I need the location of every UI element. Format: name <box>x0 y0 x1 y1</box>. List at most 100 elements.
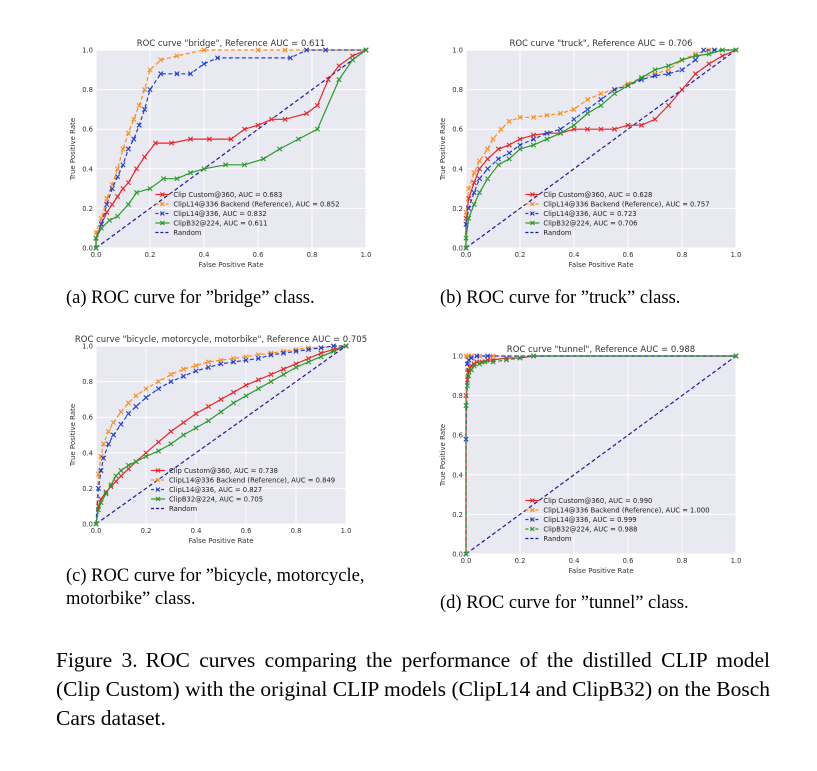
data-point-marker <box>517 355 523 361</box>
data-point-marker <box>168 379 174 385</box>
data-point-marker <box>193 425 199 431</box>
data-point-marker <box>349 57 356 63</box>
legend-label: ClipL14@336 Backend (Reference), AUC = 0… <box>169 477 335 485</box>
y-tick-label: 1.0 <box>82 343 93 351</box>
data-point-marker <box>133 189 140 196</box>
data-point-marker <box>218 409 224 415</box>
series-random <box>465 355 737 555</box>
data-point-marker <box>692 53 699 59</box>
data-point-marker <box>241 126 248 132</box>
data-point-marker <box>471 189 477 196</box>
data-point-marker <box>652 73 658 79</box>
y-tick-label: 0.8 <box>452 86 463 94</box>
data-point-marker <box>498 126 504 132</box>
legend-label: ClipB32@224, AUC = 0.706 <box>543 220 637 228</box>
y-tick-label: 0.6 <box>452 432 463 440</box>
data-point-marker <box>125 146 131 152</box>
legend: Clip Custom@360, AUC = 0.628 ClipL14@336 … <box>525 191 710 237</box>
data-point-marker <box>490 136 496 142</box>
data-point-marker <box>517 142 523 148</box>
legend-marker <box>155 487 161 492</box>
data-point-marker <box>471 170 477 176</box>
data-point-marker <box>243 382 249 388</box>
data-point-marker <box>463 245 469 251</box>
x-tick-label: 0.4 <box>199 251 210 259</box>
legend: Clip Custom@360, AUC = 0.738 ClipL14@336 … <box>151 467 335 513</box>
roc-chart-tunnel: 0.0 0.2 0.4 0.6 0.8 1.0 0.0 0.2 0.4 0.6 0.8 1.0 ROC … <box>439 345 741 575</box>
data-point-marker <box>701 47 707 53</box>
data-point-marker <box>218 396 224 402</box>
data-point-marker <box>133 459 139 465</box>
data-point-marker <box>544 136 550 142</box>
data-point-marker <box>571 126 577 132</box>
legend-label: ClipB32@224, AUC = 0.611 <box>173 220 267 228</box>
legend-label: Clip Custom@360, AUC = 0.738 <box>169 467 278 475</box>
data-point-marker <box>530 114 537 120</box>
data-point-marker <box>255 377 262 383</box>
figure-caption: Figure 3. ROC curves comparing the perfor… <box>56 646 770 733</box>
data-point-marker <box>557 126 564 132</box>
data-point-marker <box>598 102 604 109</box>
data-point-marker <box>205 418 212 424</box>
data-point-marker <box>241 162 248 168</box>
data-point-marker <box>476 361 483 367</box>
data-point-marker <box>495 146 501 152</box>
data-point-marker <box>93 521 99 527</box>
data-point-marker <box>293 348 299 354</box>
data-point-marker <box>517 146 523 152</box>
x-tick-label: 0.4 <box>569 557 580 565</box>
data-point-marker <box>174 176 180 182</box>
data-point-marker <box>180 432 187 438</box>
data-point-marker <box>155 448 162 454</box>
data-point-marker <box>468 355 474 361</box>
data-point-marker <box>168 428 174 435</box>
data-point-marker <box>363 47 369 53</box>
data-point-marker <box>243 357 249 363</box>
plot-area <box>466 50 736 248</box>
data-point-marker <box>104 195 110 202</box>
data-point-marker <box>113 473 119 479</box>
roc-panel-tunnel: 0.0 0.2 0.4 0.6 0.8 1.0 0.0 0.2 0.4 0.6 0.8 1.0 ROC … <box>430 340 750 582</box>
data-point-marker <box>318 345 324 351</box>
legend-label: ClipL14@336, AUC = 0.723 <box>543 210 636 218</box>
legend-marker <box>530 201 535 207</box>
series-line <box>95 345 346 525</box>
data-point-marker <box>143 453 149 459</box>
data-point-marker <box>255 355 262 362</box>
legend-marker <box>155 468 161 473</box>
series-clipl14-336-auc-0-723 <box>463 47 739 251</box>
data-point-marker <box>133 166 140 172</box>
y-tick-label: 0.4 <box>82 449 93 457</box>
data-point-marker <box>485 166 491 172</box>
data-point-marker <box>495 156 501 162</box>
data-point-marker <box>105 441 112 447</box>
y-tick-label: 0.6 <box>82 414 93 422</box>
data-point-marker <box>652 67 658 73</box>
data-point-marker <box>466 186 472 192</box>
data-point-marker <box>571 122 577 128</box>
series-random <box>95 49 367 249</box>
data-point-marker <box>174 71 180 77</box>
y-tick-label: 0.8 <box>452 392 463 400</box>
data-point-marker <box>466 373 472 379</box>
legend-marker <box>155 496 161 502</box>
data-point-marker <box>349 53 356 59</box>
data-point-marker <box>125 201 131 208</box>
data-point-marker <box>142 154 148 160</box>
data-point-marker <box>109 182 115 188</box>
data-point-marker <box>517 114 523 120</box>
data-point-marker <box>155 379 162 385</box>
y-tick-label: 0.2 <box>452 205 463 213</box>
data-point-marker <box>158 71 164 77</box>
data-point-marker <box>93 235 99 241</box>
data-point-marker <box>305 359 312 365</box>
data-point-marker <box>98 468 104 474</box>
y-tick-label: 0.4 <box>82 165 93 173</box>
data-point-marker <box>218 361 224 367</box>
data-point-marker <box>131 116 137 122</box>
y-tick-label: 0.8 <box>82 378 93 386</box>
legend-marker <box>160 201 165 207</box>
data-point-marker <box>476 158 483 164</box>
x-tick-label: 0.2 <box>515 557 526 565</box>
chart-title: ROC curve "bridge", Reference AUC = 0.61… <box>137 39 326 49</box>
